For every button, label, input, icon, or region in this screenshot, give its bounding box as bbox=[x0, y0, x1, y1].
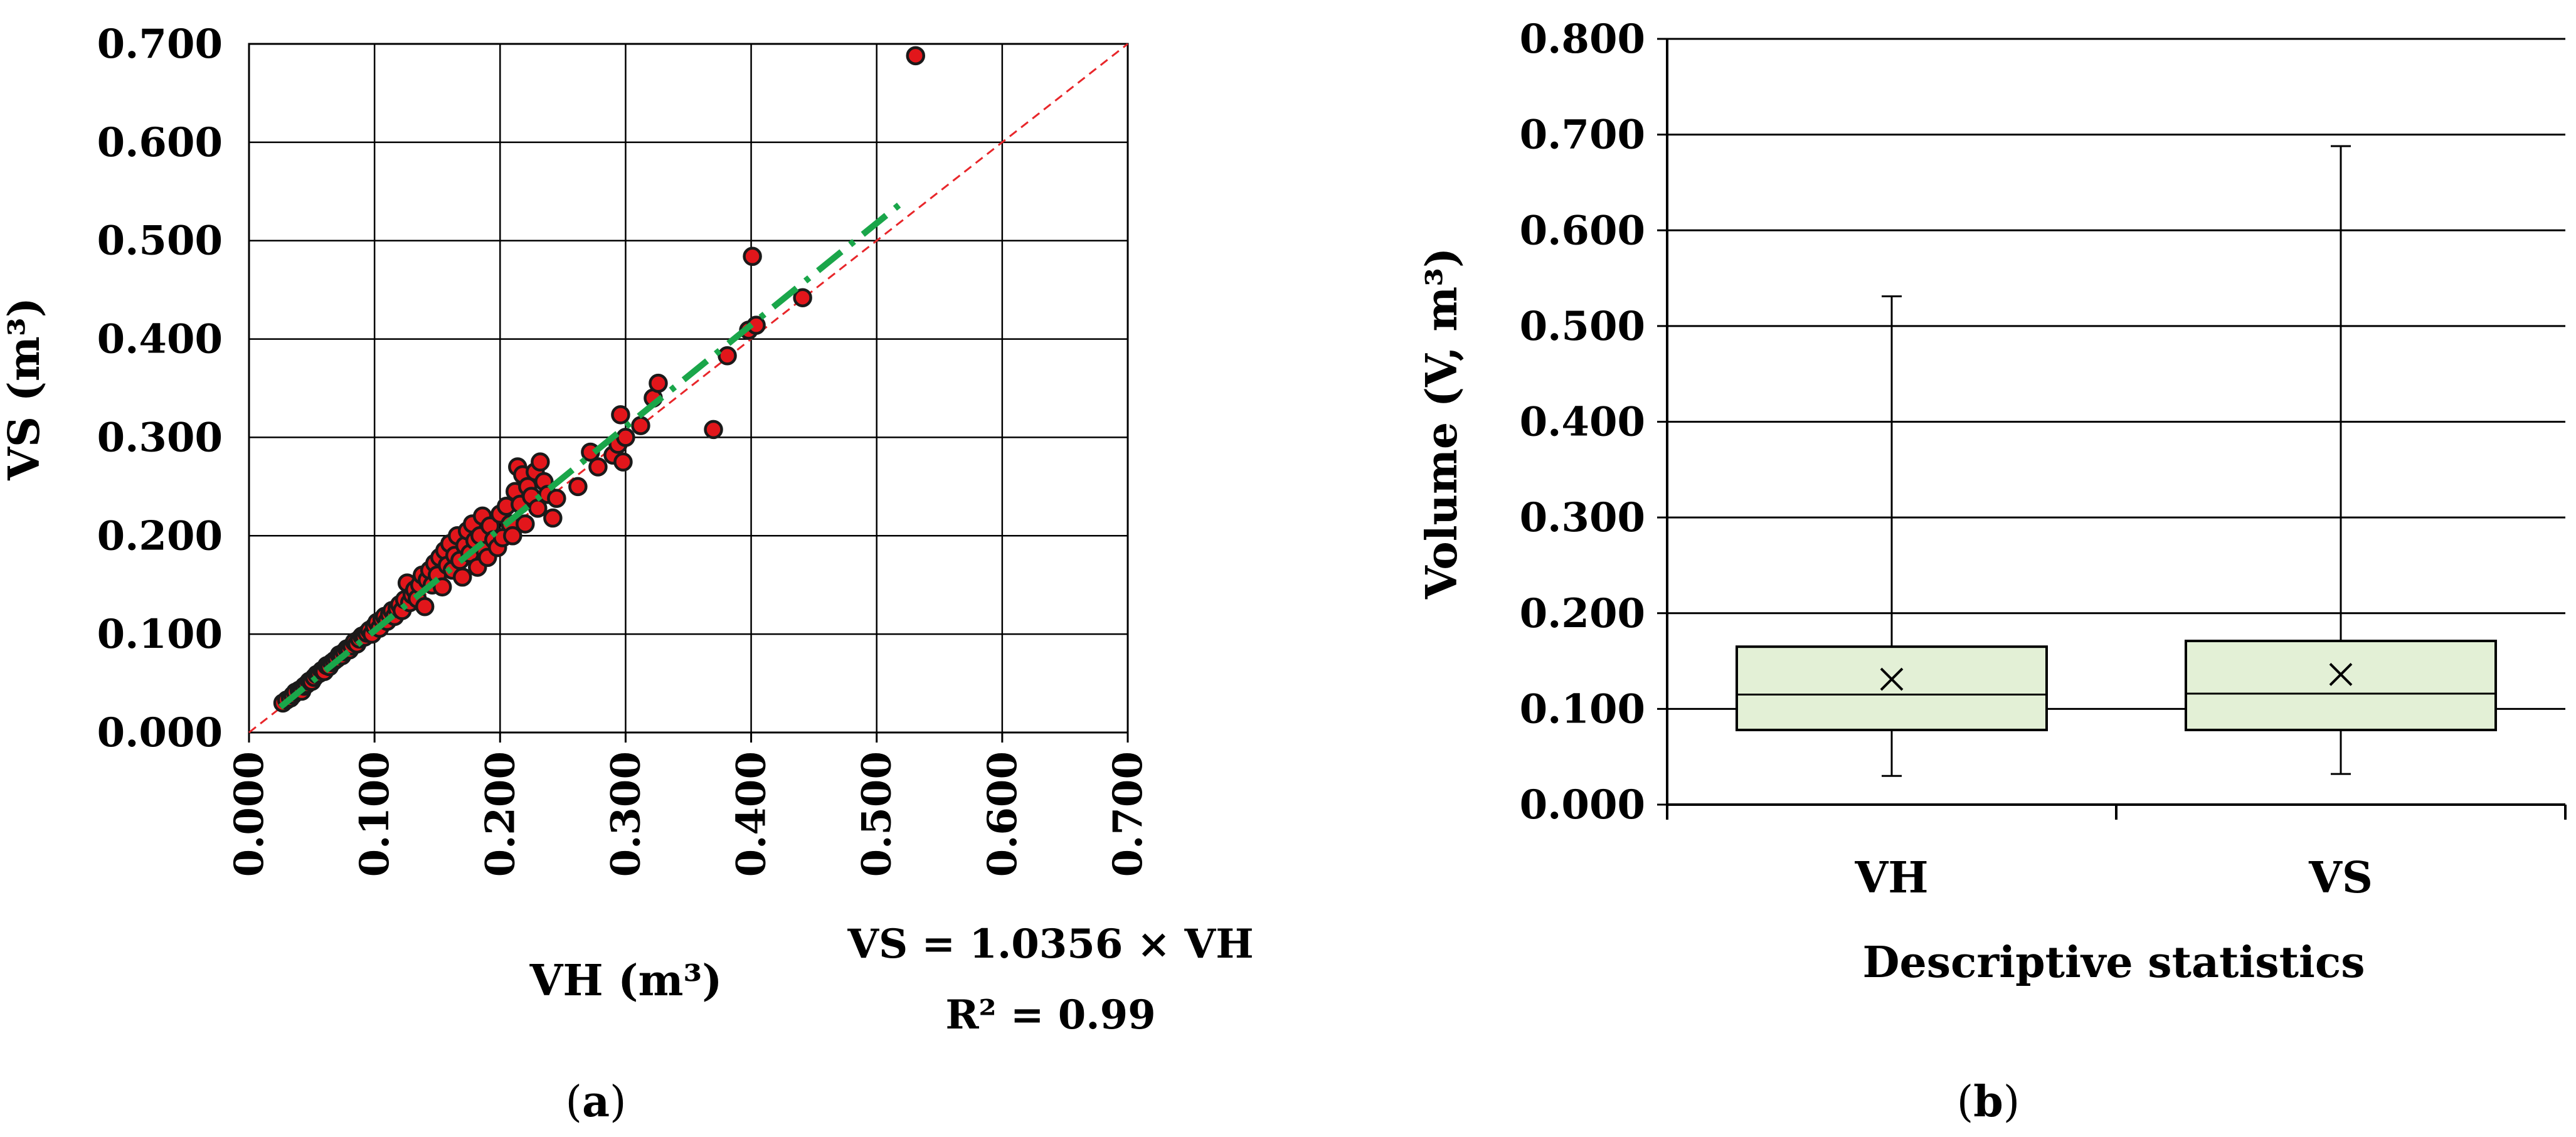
scatter-y-tick-label: 0.700 bbox=[97, 21, 223, 68]
boxplot-y-tick-label: 0.400 bbox=[1520, 399, 1645, 446]
mean-marker bbox=[1880, 667, 1904, 691]
scatter-point bbox=[906, 46, 926, 66]
scatter-point bbox=[718, 346, 737, 366]
panel-a-caption-letter: a bbox=[582, 1077, 610, 1127]
regression-equation: VS = 1.0356 × VH bbox=[847, 921, 1253, 968]
boxplot-boxes bbox=[1735, 145, 2498, 777]
scatter-y-axis-title: VS (m³) bbox=[0, 297, 50, 481]
boxplot-y-tick-label: 0.200 bbox=[1520, 590, 1645, 637]
r-squared-label: R² = 0.99 bbox=[945, 992, 1155, 1039]
scatter-point bbox=[452, 567, 472, 587]
scatter-x-tick-label: 0.000 bbox=[226, 751, 273, 877]
boxplot-category-label: VS bbox=[2308, 853, 2373, 903]
reference-line bbox=[248, 43, 1128, 734]
scatter-x-tick-label: 0.200 bbox=[477, 751, 524, 877]
panel-b-caption: (b) bbox=[1957, 1077, 2020, 1127]
scatter-x-tick-label: 0.700 bbox=[1105, 751, 1152, 877]
scatter-point bbox=[611, 405, 630, 425]
interquartile-box bbox=[1735, 645, 2049, 731]
box-vs bbox=[2184, 145, 2498, 775]
boxplot-y-tick-label: 0.700 bbox=[1520, 112, 1645, 159]
boxplot-y-tick-label: 0.600 bbox=[1520, 207, 1645, 254]
scatter-y-tick-label: 0.000 bbox=[97, 709, 223, 756]
scatter-point bbox=[568, 477, 588, 497]
scatter-point bbox=[588, 457, 608, 477]
scatter-x-tick-label: 0.300 bbox=[602, 751, 649, 877]
scatter-points bbox=[273, 46, 926, 713]
reference-line-1to1 bbox=[248, 43, 1128, 734]
regression-line bbox=[278, 200, 904, 710]
scatter-point bbox=[516, 514, 535, 534]
panel-a-caption: (a) bbox=[565, 1077, 626, 1127]
scatter-point bbox=[613, 452, 633, 472]
boxplot-y-tick-label: 0.000 bbox=[1520, 781, 1645, 828]
panel-b-caption-letter: b bbox=[1973, 1077, 2003, 1127]
boxplot-y-tick-label: 0.100 bbox=[1520, 685, 1645, 732]
scatter-plot-area bbox=[248, 43, 1129, 734]
scatter-point bbox=[631, 416, 650, 435]
scatter-x-tick-label: 0.100 bbox=[351, 751, 398, 877]
boxplot-x-axis-title: Descriptive statistics bbox=[1862, 938, 2365, 988]
boxplot-axes bbox=[1666, 39, 2567, 820]
scatter-y-tick-label: 0.200 bbox=[97, 512, 223, 559]
scatter-x-tick-label: 0.400 bbox=[728, 751, 775, 877]
boxplot-category-label: VH bbox=[1854, 853, 1928, 903]
scatter-point bbox=[543, 508, 563, 528]
scatter-y-tick-label: 0.400 bbox=[97, 316, 223, 363]
boxplot-y-tick-label: 0.300 bbox=[1520, 494, 1645, 541]
scatter-point bbox=[793, 288, 812, 307]
scatter-y-tick-label: 0.500 bbox=[97, 218, 223, 265]
scatter-y-tick-label: 0.300 bbox=[97, 414, 223, 461]
scatter-y-tick-label: 0.600 bbox=[97, 119, 223, 166]
scatter-x-tick-label: 0.500 bbox=[854, 751, 901, 877]
scatter-point bbox=[415, 596, 435, 616]
boxplot-y-tick-label: 0.800 bbox=[1520, 16, 1645, 63]
scatter-point bbox=[503, 526, 522, 546]
scatter-y-tick-labels: 0.000 0.100 0.200 0.300 0.400 0.500 0.600 0.700 bbox=[97, 21, 223, 756]
scatter-point bbox=[743, 246, 762, 267]
boxplot-panel: 0.000 0.100 0.200 0.300 0.400 0.500 0.600 0.700… bbox=[1417, 16, 2567, 1127]
scatter-y-tick-label: 0.100 bbox=[97, 611, 223, 658]
boxplot-y-axis-title: Volume (V, m³) bbox=[1417, 248, 1467, 600]
interquartile-box bbox=[2184, 640, 2498, 731]
scatter-panel: 0.000 0.100 0.200 0.300 0.400 0.500 0.600 0.700… bbox=[0, 21, 1254, 1127]
scatter-point bbox=[649, 373, 668, 393]
scatter-x-tick-label: 0.600 bbox=[979, 751, 1026, 877]
scatter-point bbox=[704, 420, 723, 440]
box-vh bbox=[1735, 295, 2049, 777]
scatter-x-tick-labels: 0.000 0.100 0.200 0.300 0.400 0.500 0.600 0.700 bbox=[226, 751, 1152, 877]
boxplot-category-labels: VH VS bbox=[1854, 853, 2372, 903]
boxplot-y-tick-label: 0.500 bbox=[1520, 303, 1645, 350]
scatter-x-axis-title: VH (m³) bbox=[529, 956, 723, 1006]
regression-line-path bbox=[278, 200, 904, 710]
scatter-point bbox=[616, 428, 635, 447]
mean-marker bbox=[2329, 663, 2353, 686]
boxplot-y-tick-labels: 0.000 0.100 0.200 0.300 0.400 0.500 0.600 0.700… bbox=[1520, 16, 1645, 828]
scatter-point bbox=[531, 452, 550, 472]
scatter-point bbox=[547, 489, 566, 508]
